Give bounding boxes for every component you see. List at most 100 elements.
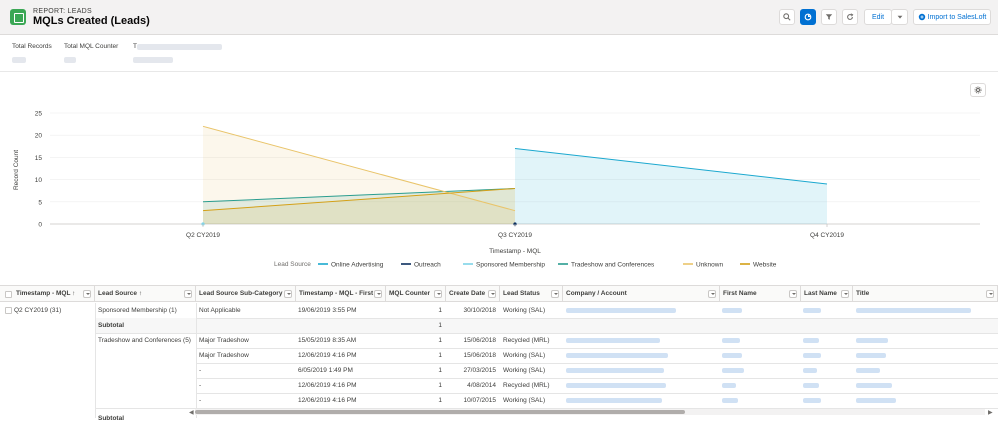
edit-button[interactable]: Edit (864, 9, 892, 25)
scroll-right-icon[interactable]: ▶ (988, 410, 993, 416)
x-axis-label: Timestamp - MQL (489, 248, 541, 255)
cell-lead-status: Working (SAL) (503, 307, 546, 314)
column-header[interactable]: Lead Status (500, 286, 563, 302)
column-header[interactable]: Last Name (801, 286, 853, 302)
redacted-value (803, 353, 821, 358)
cell-mql-counter: 1 (438, 322, 442, 329)
column-header-label: First Name (723, 290, 757, 297)
legend-item[interactable]: Online Advertising (331, 261, 384, 268)
column-header[interactable]: Create Date (446, 286, 500, 302)
y-axis-label: Record Count (13, 150, 20, 190)
row-divider (196, 363, 998, 364)
import-salesloft-button[interactable]: Import to SalesLoft (913, 9, 991, 25)
cell-lead-status: Recycled (MRL) (503, 382, 550, 389)
cell-mql-counter: 1 (438, 367, 442, 374)
edit-menu-button[interactable] (891, 9, 908, 25)
x-tick-label: Q2 CY2019 (186, 232, 220, 239)
redacted-value (803, 398, 821, 403)
y-tick-label: 25 (35, 111, 43, 118)
filter-icon (825, 14, 833, 20)
x-tick-label: Q3 CY2019 (498, 232, 532, 239)
group-label: Q2 CY2019 (31) (14, 307, 62, 314)
redacted-value (566, 383, 666, 388)
row-divider (196, 318, 998, 319)
column-menu-icon[interactable] (184, 290, 192, 298)
scroll-left-icon[interactable]: ◀ (189, 410, 194, 416)
column-header[interactable]: Timestamp - MQL - First (296, 286, 386, 302)
column-menu-icon[interactable] (83, 290, 91, 298)
series-line (202, 187, 516, 203)
column-header[interactable]: MQL Counter (386, 286, 446, 302)
legend-item[interactable]: Tradeshow and Conferences (571, 261, 655, 268)
gear-icon (974, 86, 982, 94)
column-header[interactable]: Company / Account (563, 286, 720, 302)
column-header[interactable]: First Name (720, 286, 801, 302)
row-divider (196, 348, 998, 349)
redacted-value (722, 398, 738, 403)
column-menu-icon[interactable] (986, 290, 994, 298)
select-all-checkbox[interactable] (5, 290, 12, 298)
column-header-label: Last Name (804, 290, 837, 297)
column-menu-icon[interactable] (434, 290, 442, 298)
column-menu-icon[interactable] (551, 290, 559, 298)
chart-toggle-button[interactable] (800, 9, 816, 25)
group-checkbox[interactable] (5, 307, 12, 314)
scroll-thumb[interactable] (195, 410, 685, 414)
column-header-label: Timestamp - MQL ↑ (16, 290, 76, 297)
redacted-value (856, 383, 892, 388)
column-menu-icon[interactable] (284, 290, 292, 298)
column-header-label: Lead Source ↑ (98, 290, 143, 297)
cell-sub-category: - (199, 397, 202, 404)
redacted-value (722, 308, 742, 313)
column-header[interactable]: Timestamp - MQL ↑ (0, 286, 95, 302)
report-summary: Total Records Total MQL Counter T (0, 36, 998, 72)
cell-lead-status: Recycled (MRL) (503, 337, 550, 344)
column-header[interactable]: Title (853, 286, 998, 302)
stat-total-records-value (12, 57, 26, 63)
horizontal-scrollbar[interactable] (195, 409, 985, 415)
redacted-value (803, 383, 819, 388)
column-header-label: Timestamp - MQL - First (299, 290, 374, 297)
redacted-value (803, 368, 817, 373)
legend-item[interactable]: Website (753, 261, 777, 268)
redacted-value (803, 308, 821, 313)
cell-create-date: 4/08/2014 (467, 382, 496, 389)
refresh-button[interactable] (842, 9, 858, 25)
legend-item[interactable]: Sponsored Membership (476, 261, 545, 268)
row-divider (196, 378, 998, 379)
redacted-value (722, 368, 744, 373)
redacted-value (722, 383, 736, 388)
row-divider (96, 408, 998, 409)
column-header-label: Title (856, 290, 870, 297)
stat-total-mql-value (64, 57, 76, 63)
series-area (203, 126, 515, 224)
column-menu-icon[interactable] (708, 290, 716, 298)
column-menu-icon[interactable] (488, 290, 496, 298)
x-tick-label: Q4 CY2019 (810, 232, 844, 239)
column-menu-icon[interactable] (789, 290, 797, 298)
redacted-value (856, 398, 896, 403)
cell-sub-category: - (199, 367, 202, 374)
search-button[interactable] (779, 9, 795, 25)
legend-item[interactable]: Unknown (696, 261, 723, 268)
legend-title: Lead Source (274, 261, 311, 268)
column-header-label: Company / Account (566, 290, 627, 297)
lead-source-chart: 0 5 10 15 20 25 Q2 CY2019 Q3 CY2019 Q4 CY2019 R… (13, 111, 980, 268)
stat-third-label: T (133, 43, 137, 50)
cell-mql-counter: 1 (438, 397, 442, 404)
cell-create-date: 30/10/2018 (463, 307, 496, 314)
legend-item[interactable]: Outreach (414, 261, 441, 268)
chevron-down-icon (897, 15, 902, 19)
cell-timestamp-first: 12/06/2019 4:16 PM (298, 352, 357, 359)
search-icon (783, 13, 791, 21)
cell-mql-counter: 1 (438, 307, 442, 314)
filter-button[interactable] (821, 9, 837, 25)
column-menu-icon[interactable] (841, 290, 849, 298)
column-menu-icon[interactable] (374, 290, 382, 298)
subtotal-label: Subtotal (98, 415, 124, 422)
column-header[interactable]: Lead Source ↑ (95, 286, 196, 302)
chart-settings-button[interactable] (970, 83, 986, 97)
cell-lead-status: Working (SAL) (503, 367, 546, 374)
column-header-label: Lead Status (503, 290, 540, 297)
column-header[interactable]: Lead Source Sub-Category (196, 286, 296, 302)
